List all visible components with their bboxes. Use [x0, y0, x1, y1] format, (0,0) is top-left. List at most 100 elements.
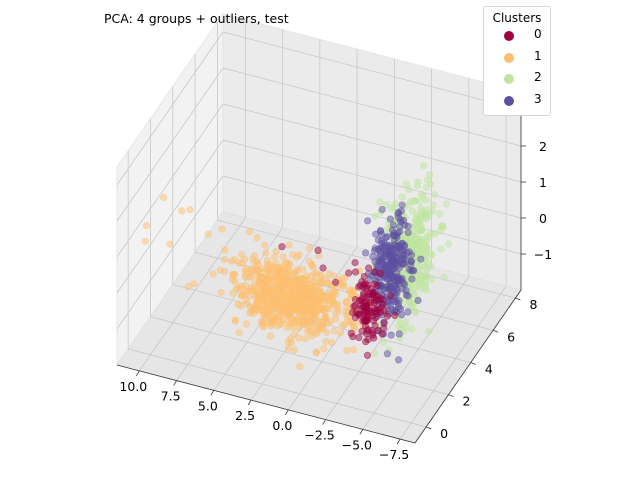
scatter-point	[284, 344, 292, 352]
scatter-point	[424, 176, 432, 184]
scatter-point	[309, 263, 317, 271]
scatter-point	[421, 243, 429, 251]
scatter-point	[342, 297, 351, 305]
scatter-point	[436, 227, 444, 235]
scatter-point	[270, 295, 279, 303]
scatter-point	[234, 300, 242, 309]
scatter-point	[305, 305, 313, 313]
y-grid-line	[127, 150, 427, 428]
scatter-point	[440, 273, 448, 281]
scatter-point	[343, 346, 351, 355]
scatter-point	[267, 277, 275, 285]
scatter-point	[315, 326, 323, 334]
scatter-point	[405, 266, 413, 274]
scatter-point	[380, 318, 388, 326]
scatter-point	[383, 350, 392, 358]
scatter-point	[269, 265, 277, 274]
scatter-point	[264, 304, 272, 312]
scatter-point	[285, 259, 293, 267]
y-grid-line	[150, 118, 449, 396]
scatter-point	[351, 259, 359, 267]
scatter-point	[254, 260, 262, 268]
scatter-point	[373, 281, 381, 290]
scatter-point	[267, 322, 275, 330]
scatter-point	[323, 328, 331, 337]
scatter-point	[380, 338, 388, 346]
scatter-point	[295, 334, 303, 342]
legend-marker	[504, 52, 514, 63]
scatter-point	[445, 240, 453, 248]
scatter-point	[265, 289, 273, 297]
scatter-point	[421, 284, 429, 292]
scatter-point	[186, 206, 194, 214]
scatter-point	[295, 324, 303, 332]
scatter-point	[238, 291, 246, 299]
scatter-point	[308, 319, 316, 328]
scatter-point	[351, 268, 360, 276]
scatter-point	[325, 270, 333, 278]
scatter-point	[218, 225, 226, 233]
scatter-point	[367, 309, 375, 317]
scatter-point	[266, 332, 275, 340]
y-tick-mark	[515, 297, 521, 301]
scatter-point	[364, 299, 373, 307]
x-grid-line	[176, 29, 284, 381]
scatter-point	[388, 274, 396, 282]
scatter-point	[423, 272, 431, 281]
x-tick-mark	[136, 370, 140, 377]
z-tick-label: 0	[539, 211, 547, 226]
scatter-point	[281, 265, 289, 273]
scatter-point	[405, 248, 413, 256]
x-tick-mark	[359, 429, 364, 435]
series-0	[278, 243, 399, 359]
scatter-point	[372, 291, 380, 299]
scatter-point	[413, 182, 422, 190]
scatter-point	[417, 190, 425, 198]
scatter-point	[442, 200, 450, 208]
scatter-point	[437, 245, 445, 253]
scatter-point	[221, 268, 229, 276]
scatter-point	[402, 291, 410, 299]
y-tick-mark	[448, 394, 454, 398]
scatter-point	[428, 251, 436, 259]
scatter-point	[414, 296, 422, 305]
x-grid-line	[213, 39, 321, 391]
x-tick-label: 5.0	[198, 398, 218, 413]
scatter-point	[258, 274, 267, 282]
x-tick-label: −5.0	[342, 437, 372, 452]
scatter-point	[387, 204, 395, 212]
scatter-point	[301, 335, 309, 343]
x-tick-label: 2.5	[235, 408, 255, 423]
y-tick-label: 8	[529, 297, 537, 312]
scatter-point	[305, 244, 313, 252]
scatter-point	[427, 229, 435, 237]
scatter-point	[350, 302, 358, 310]
scatter-point	[290, 346, 299, 354]
scatter-point	[286, 282, 294, 291]
x-grid-line	[362, 78, 470, 430]
scatter-point	[405, 185, 413, 194]
scatter-point	[394, 300, 402, 308]
scatter-point	[321, 296, 329, 305]
legend-items: 0 1 2 3	[484, 25, 550, 111]
scatter-point	[249, 305, 257, 313]
scatter-point	[351, 296, 360, 304]
legend-item-2: 2	[484, 68, 550, 90]
scatter-point	[364, 217, 372, 225]
scatter-point	[303, 283, 311, 291]
scatter-point	[294, 266, 302, 274]
scatter-point	[351, 314, 360, 322]
y-tick-label: 0	[440, 426, 448, 441]
z-grid-line	[116, 67, 522, 222]
scatter-point	[404, 222, 412, 230]
scatter-point	[317, 318, 325, 326]
scatter-point	[344, 316, 352, 324]
scatter-point	[190, 280, 198, 288]
scatter-point	[436, 210, 444, 218]
scatter-point	[274, 281, 282, 289]
z-tick-label: 2	[539, 139, 547, 154]
scatter-point	[431, 190, 439, 199]
y-tick-mark	[492, 329, 499, 333]
scatter-point	[231, 270, 239, 278]
